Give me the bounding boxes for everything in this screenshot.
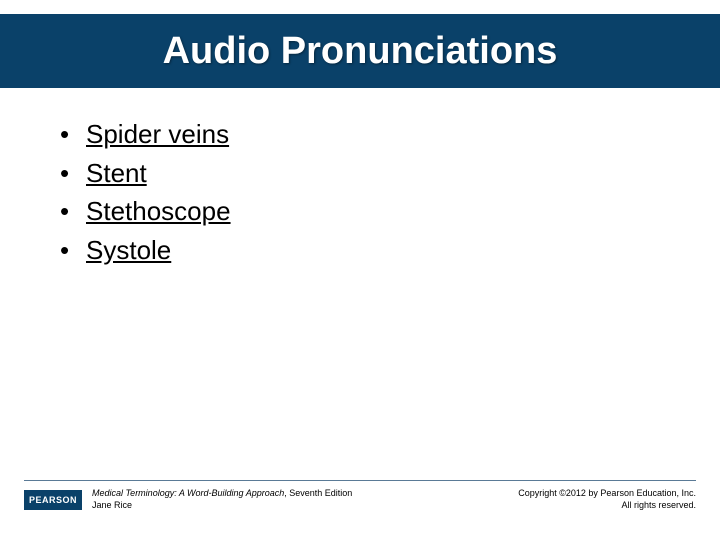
audio-link-stethoscope[interactable]: Stethoscope	[86, 195, 231, 228]
book-title: Medical Terminology: A Word-Building App…	[92, 488, 284, 498]
list-item: • Spider veins	[60, 118, 660, 151]
list-item: • Systole	[60, 234, 660, 267]
rights-line: All rights reserved.	[518, 500, 696, 512]
book-info: Medical Terminology: A Word-Building App…	[92, 488, 352, 511]
audio-link-stent[interactable]: Stent	[86, 157, 147, 190]
footer-divider	[24, 480, 696, 481]
pearson-logo: PEARSON	[24, 490, 82, 510]
slide: Audio Pronunciations • Spider veins • St…	[0, 0, 720, 540]
slide-title: Audio Pronunciations	[163, 30, 558, 73]
list-item: • Stethoscope	[60, 195, 660, 228]
audio-link-systole[interactable]: Systole	[86, 234, 171, 267]
footer: PEARSON Medical Terminology: A Word-Buil…	[0, 480, 720, 524]
book-author: Jane Rice	[92, 500, 352, 512]
bullet-icon: •	[60, 234, 86, 267]
content-area: • Spider veins • Stent • Stethoscope • S…	[60, 118, 660, 272]
bullet-icon: •	[60, 157, 86, 190]
book-title-line: Medical Terminology: A Word-Building App…	[92, 488, 352, 500]
audio-link-spider-veins[interactable]: Spider veins	[86, 118, 229, 151]
bullet-icon: •	[60, 195, 86, 228]
copyright-line: Copyright ©2012 by Pearson Education, In…	[518, 488, 696, 500]
copyright: Copyright ©2012 by Pearson Education, In…	[518, 488, 696, 511]
list-item: • Stent	[60, 157, 660, 190]
title-bar: Audio Pronunciations	[0, 14, 720, 88]
bullet-icon: •	[60, 118, 86, 151]
book-edition: , Seventh Edition	[284, 488, 352, 498]
